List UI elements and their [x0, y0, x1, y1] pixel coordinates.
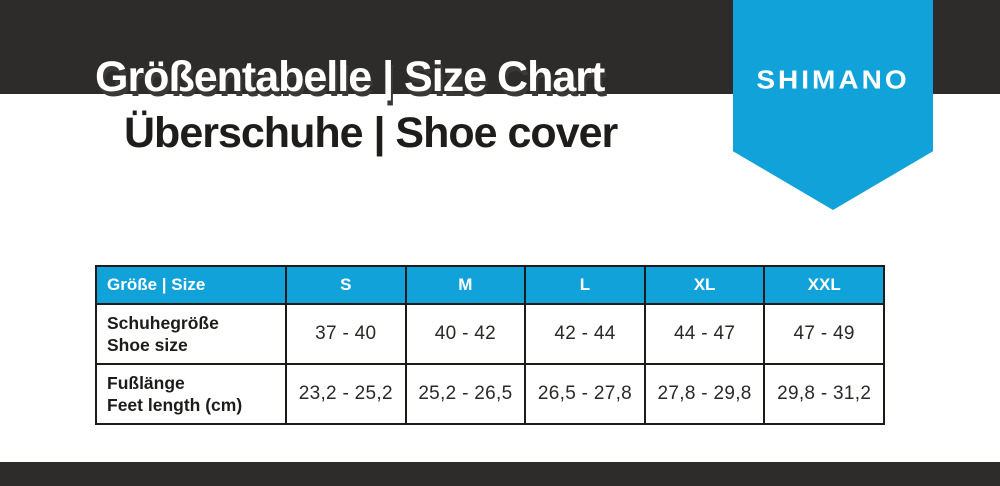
feet-length-l: 26,5 - 27,8	[524, 363, 646, 425]
table-header-row: Größe | Size S M L XL XXL	[95, 265, 885, 305]
page-subtitle: Überschuhe | Shoe cover	[124, 109, 618, 157]
shoe-size-xxl: 47 - 49	[763, 303, 885, 365]
brand-logo: SHIMANO	[756, 65, 910, 94]
column-header-xxl: XXL	[763, 265, 885, 305]
feet-length-m: 25,2 - 26,5	[404, 363, 527, 425]
column-header-l: L	[524, 265, 646, 305]
column-header-s: S	[285, 265, 407, 305]
row-label-de: Schuhegröße	[107, 313, 219, 333]
column-header-size-label: Größe | Size	[95, 265, 287, 305]
row-label-shoe-size: Schuhegröße Shoe size	[95, 303, 287, 365]
column-header-m: M	[404, 265, 527, 305]
feet-length-s: 23,2 - 25,2	[285, 363, 407, 425]
brand-pennant: SHIMANO	[733, 0, 933, 210]
shoe-size-m: 40 - 42	[404, 303, 527, 365]
shoe-size-xl: 44 - 47	[643, 303, 766, 365]
feet-length-xl: 27,8 - 29,8	[643, 363, 766, 425]
size-table: Größe | Size S M L XL XXL Schuhegröße Sh…	[95, 265, 885, 425]
row-label-de: Fußlänge	[107, 373, 185, 393]
table-row-feet-length: Fußlänge Feet length (cm) 23,2 - 25,2 25…	[95, 363, 885, 425]
feet-length-xxl: 29,8 - 31,2	[763, 363, 885, 425]
shoe-size-s: 37 - 40	[285, 303, 407, 365]
row-label-feet-length: Fußlänge Feet length (cm)	[95, 363, 287, 425]
row-label-en: Feet length (cm)	[107, 395, 243, 415]
table-row-shoe-size: Schuhegröße Shoe size 37 - 40 40 - 42 42…	[95, 303, 885, 365]
row-label-en: Shoe size	[107, 335, 188, 355]
column-header-xl: XL	[643, 265, 766, 305]
page-title: Größentabelle | Size Chart	[95, 53, 605, 101]
bottom-band	[0, 462, 1000, 486]
shoe-size-l: 42 - 44	[524, 303, 646, 365]
